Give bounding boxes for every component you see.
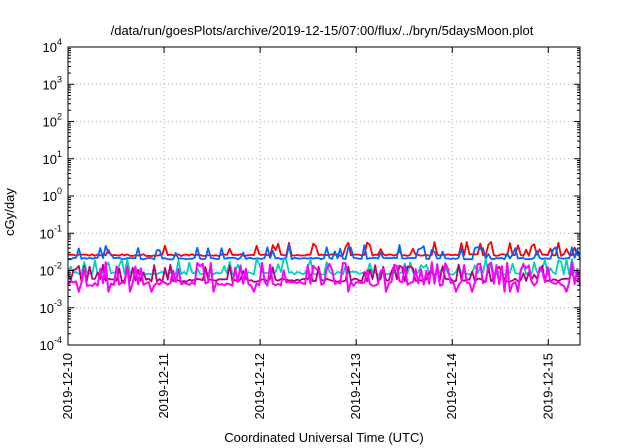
x-tick-label: 2019-12-13 [348,353,363,420]
y-tick-label: 101 [43,149,62,167]
y-tick-label: 100 [43,186,62,204]
y-axis-label: cGy/day [2,188,17,236]
y-tick-label: 10-3 [40,298,62,316]
x-tick-label: 2019-12-11 [156,353,171,419]
y-tick-label: 10-4 [40,335,62,353]
series-line [67,261,581,293]
series-line [67,243,581,261]
x-tick-label: 2019-12-10 [60,353,75,420]
grid-lines [68,47,580,345]
series-layer [67,241,581,293]
y-tick-label: 102 [43,112,62,130]
x-tick-label: 2019-12-12 [252,353,267,420]
y-tick-label: 10-1 [40,223,62,241]
series-line [67,241,581,257]
x-axis: 2019-12-10 2019-12-11 2019-12-12 2019-12-13… [60,47,555,420]
y-tick-label: 103 [43,74,62,92]
y-tick-label: 10-2 [40,261,62,279]
y-tick-label: 104 [43,37,62,55]
chart-title: /data/run/goesPlots/archive/2019-12-15/0… [111,23,534,38]
x-axis-label: Coordinated Universal Time (UTC) [224,430,423,445]
x-tick-label: 2019-12-15 [540,353,555,420]
x-tick-label: 2019-12-14 [444,353,459,420]
